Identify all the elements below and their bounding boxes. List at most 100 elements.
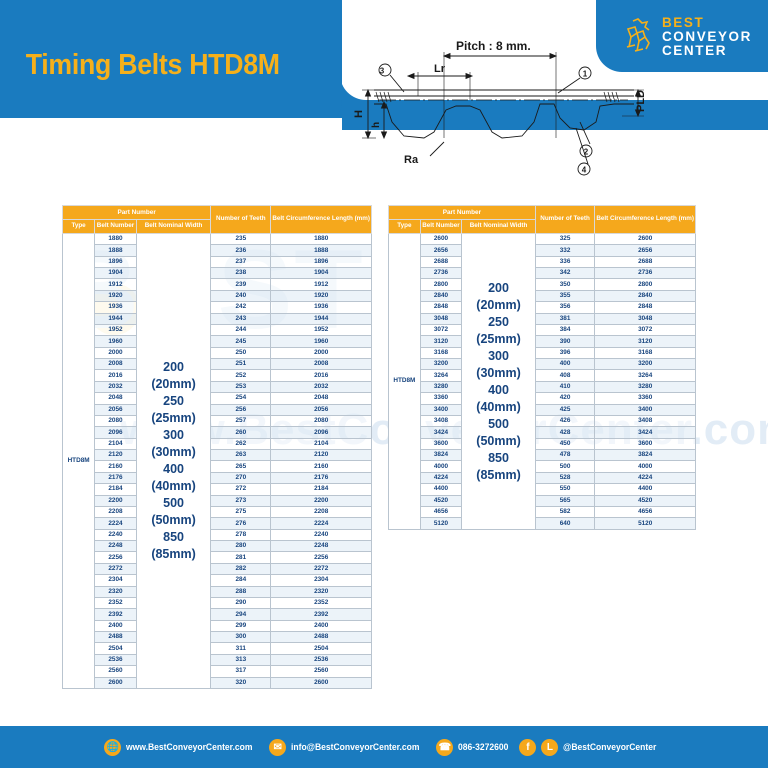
table-row: 2488 300 2488	[63, 631, 372, 644]
logo-line-1: BEST	[661, 15, 705, 30]
width-value: 250	[488, 314, 509, 329]
width-value: 300	[163, 428, 184, 443]
footer-phone-text: 086-3272600	[458, 742, 509, 752]
cell-number-of-teeth: 325	[534, 232, 596, 246]
width-value: (50mm)	[476, 433, 521, 448]
cell-number-of-teeth: 317	[210, 665, 272, 678]
table-row: 1960 245 1960	[63, 335, 372, 348]
cell-belt-number: 2176	[94, 471, 137, 485]
cell-belt-number: 2104	[94, 437, 137, 451]
facebook-icon[interactable]: f	[519, 738, 537, 756]
header-part-number: Part Number	[61, 204, 212, 221]
width-value: (85mm)	[151, 547, 196, 562]
cell-belt-circumference: 2560	[270, 665, 372, 678]
cell-belt-number: 1952	[94, 323, 137, 337]
cell-belt-circumference: 2272	[270, 562, 372, 576]
right-table-group-header-row: Part Number Number of Teeth Belt Circumf…	[388, 204, 696, 234]
cell-belt-circumference: 2256	[270, 551, 372, 564]
cell-number-of-teeth: 256	[210, 403, 272, 416]
table-row: 2176 270 2176	[63, 471, 372, 485]
cell-number-of-teeth: 275	[210, 505, 272, 519]
cell-belt-circumference: 2488	[270, 631, 372, 644]
cell-belt-circumference: 1896	[270, 255, 372, 269]
table-row: 1896 237 1896	[63, 255, 372, 269]
cell-belt-circumference: 2208	[270, 505, 372, 519]
footer-phone[interactable]: ☎ 086-3272600	[436, 738, 512, 756]
width-value: 850	[163, 530, 184, 545]
cell-number-of-teeth: 500	[534, 460, 596, 473]
cell-belt-number: 3600	[419, 437, 463, 451]
right-table-sub-header-row: Type Belt Number Belt Nominal Width	[388, 219, 696, 234]
line-icon[interactable]: L	[541, 738, 559, 756]
cell-belt-number: 2536	[94, 653, 137, 667]
cell-belt-number: 2600	[94, 676, 137, 689]
width-value: (25mm)	[476, 331, 521, 346]
cell-belt-number: 1960	[94, 335, 137, 348]
table-row: 2016 252 2016	[63, 369, 372, 382]
cell-type: HTD8M	[388, 232, 421, 530]
cell-belt-circumference: 4520	[594, 494, 696, 507]
table-row: 4520 565 4520	[389, 494, 696, 507]
header-number-of-teeth: Number of Teeth	[534, 205, 596, 234]
cell-belt-circumference: 2176	[270, 471, 372, 485]
right-spec-table: Part Number Number of Teeth Belt Circumf…	[388, 204, 696, 530]
cell-belt-circumference: 2504	[270, 642, 372, 655]
cell-belt-circumference: 1944	[270, 312, 372, 325]
table-row: 2104 262 2104	[63, 437, 372, 451]
cell-belt-number: 3360	[419, 392, 463, 405]
table-row: 2392 294 2392	[63, 608, 372, 621]
cell-belt-nominal-width: 200 (20mm) 250 (25mm) 300 (30mm) 400 (40mm) 500 (…	[461, 232, 536, 530]
cell-belt-circumference: 2080	[270, 414, 372, 428]
cell-belt-circumference: 3360	[594, 392, 696, 405]
table-row: 2256 281 2256	[63, 551, 372, 564]
cell-belt-number: 3408	[419, 414, 463, 428]
cell-belt-circumference: 2600	[594, 232, 696, 246]
cell-belt-number: 1888	[94, 244, 137, 257]
cell-belt-circumference: 2848	[594, 301, 696, 314]
conveyor-mark-icon	[626, 17, 650, 52]
cell-number-of-teeth: 284	[210, 574, 272, 587]
diagram-pld-label: PLD	[635, 90, 647, 112]
footer-email[interactable]: ✉ info@BestConveyorCenter.com	[269, 738, 429, 756]
cell-belt-circumference: 2096	[270, 426, 372, 439]
footer-bar: 🌐 www.BestConveyorCenter.com ✉ info@Best…	[0, 726, 768, 768]
width-value: (20mm)	[151, 377, 196, 392]
cell-belt-number: 2840	[419, 289, 463, 303]
width-value: (50mm)	[151, 513, 196, 528]
cell-belt-number: 2048	[94, 392, 137, 405]
cell-belt-number: 2240	[94, 528, 137, 542]
cell-belt-number: 3824	[419, 449, 463, 462]
cell-number-of-teeth: 384	[534, 323, 596, 337]
footer-social[interactable]: f L @BestConveyorCenter	[519, 738, 663, 756]
footer-social-text: @BestConveyorCenter	[563, 742, 657, 752]
footer-email-text: info@BestConveyorCenter.com	[291, 742, 420, 752]
table-row: 3280 410 3280	[389, 380, 696, 394]
cell-belt-number: 1880	[94, 232, 137, 246]
footer-website[interactable]: 🌐 www.BestConveyorCenter.com	[104, 738, 262, 756]
cell-number-of-teeth: 290	[210, 596, 272, 610]
cell-belt-circumference: 1880	[270, 232, 372, 246]
table-row: 2000 250 2000	[63, 346, 372, 360]
cell-number-of-teeth: 280	[210, 540, 272, 553]
cell-number-of-teeth: 640	[534, 517, 596, 530]
table-row: 2056 256 2056	[63, 403, 372, 416]
cell-number-of-teeth: 253	[210, 380, 272, 394]
width-value: (30mm)	[151, 445, 196, 460]
cell-belt-circumference: 3168	[594, 346, 696, 360]
cell-number-of-teeth: 243	[210, 312, 272, 325]
logo-line-3: CENTER	[661, 42, 728, 58]
cell-belt-circumference: 2600	[270, 676, 372, 689]
cell-number-of-teeth: 342	[534, 267, 596, 280]
cell-number-of-teeth: 238	[210, 267, 272, 280]
cell-belt-circumference: 2304	[270, 574, 372, 587]
cell-belt-number: 3264	[419, 369, 463, 382]
cell-belt-number: 2560	[94, 665, 137, 678]
table-row: 4000 500 4000	[389, 460, 696, 473]
cell-number-of-teeth: 400	[534, 358, 596, 371]
cell-number-of-teeth: 244	[210, 323, 272, 337]
cell-number-of-teeth: 381	[534, 312, 596, 325]
header-belt-number: Belt Number	[419, 219, 463, 234]
cell-belt-number: 2400	[94, 619, 137, 633]
cell-belt-circumference: 2688	[594, 255, 696, 269]
table-row: 2600 320 2600	[63, 676, 372, 689]
